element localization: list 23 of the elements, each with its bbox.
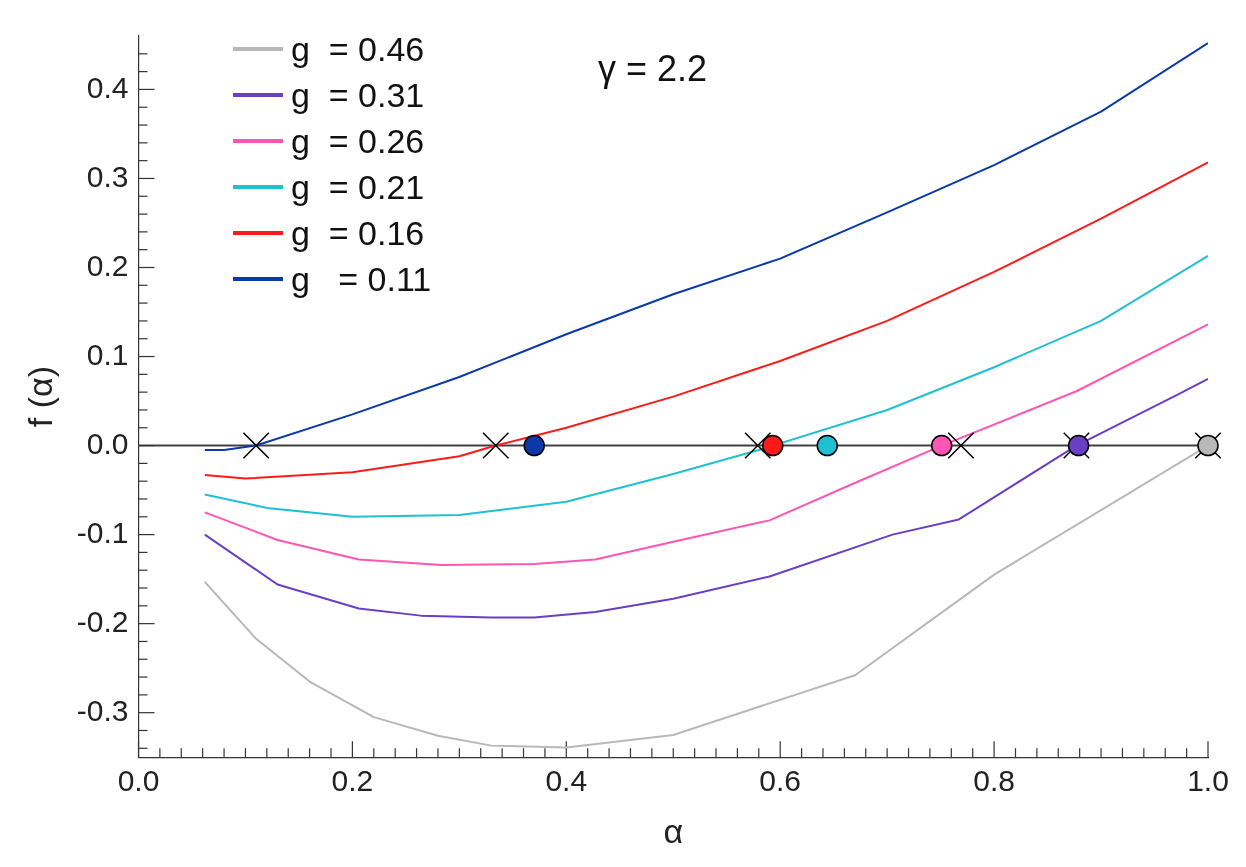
y-tick-label: 0.1 — [86, 337, 129, 371]
x-tick-label: 0.2 — [331, 764, 374, 798]
x-tick-label: 0.0 — [117, 764, 160, 798]
legend-label: g = 0.16 — [291, 213, 425, 253]
annotation: γ = 2.2 — [598, 48, 708, 90]
x-tick-label: 0.6 — [759, 764, 802, 798]
x-tick-label: 0.8 — [973, 764, 1015, 798]
x-tick-label: 1.0 — [1187, 764, 1229, 798]
y-tick-label: 0.4 — [86, 70, 129, 104]
y-axis-title: f (α) — [20, 366, 59, 428]
y-tick-label: 0.0 — [86, 426, 129, 460]
y-tick-label: -0.3 — [76, 693, 129, 727]
y-tick-label: -0.1 — [76, 515, 129, 549]
legend-label: g = 0.21 — [291, 167, 425, 207]
legend-label: g = 0.26 — [291, 121, 425, 161]
legend-label: g = 0.46 — [291, 29, 425, 69]
y-tick-label: 0.3 — [86, 159, 129, 193]
y-tick-label: -0.2 — [76, 604, 129, 638]
x-tick-label: 0.4 — [545, 764, 588, 798]
y-tick-label: 0.2 — [86, 248, 129, 282]
legend-label: g = 0.11 — [291, 259, 432, 299]
x-axis-title: α — [663, 811, 684, 850]
legend-label: g = 0.31 — [291, 75, 425, 115]
